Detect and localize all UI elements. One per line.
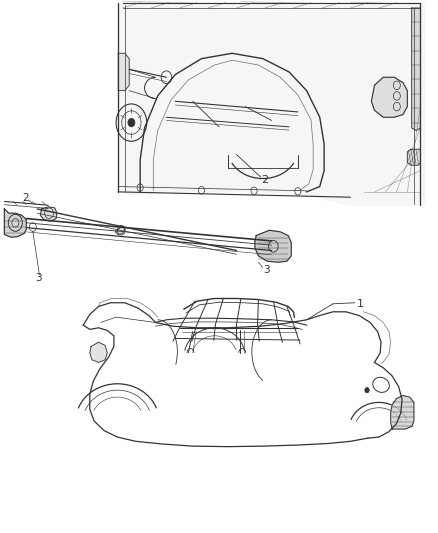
Text: 2: 2 — [22, 193, 29, 203]
Text: 1: 1 — [357, 299, 364, 309]
Polygon shape — [118, 3, 425, 205]
Polygon shape — [4, 209, 26, 237]
Polygon shape — [255, 230, 291, 262]
Polygon shape — [40, 207, 57, 221]
Polygon shape — [391, 395, 414, 429]
Polygon shape — [407, 149, 420, 165]
Text: 3: 3 — [263, 265, 270, 275]
Circle shape — [365, 387, 369, 393]
Polygon shape — [412, 8, 420, 131]
Polygon shape — [90, 342, 107, 362]
Polygon shape — [118, 53, 129, 91]
Text: 3: 3 — [35, 273, 42, 282]
Polygon shape — [115, 226, 125, 235]
Polygon shape — [371, 77, 407, 117]
Circle shape — [128, 118, 135, 127]
Text: 2: 2 — [261, 175, 268, 185]
